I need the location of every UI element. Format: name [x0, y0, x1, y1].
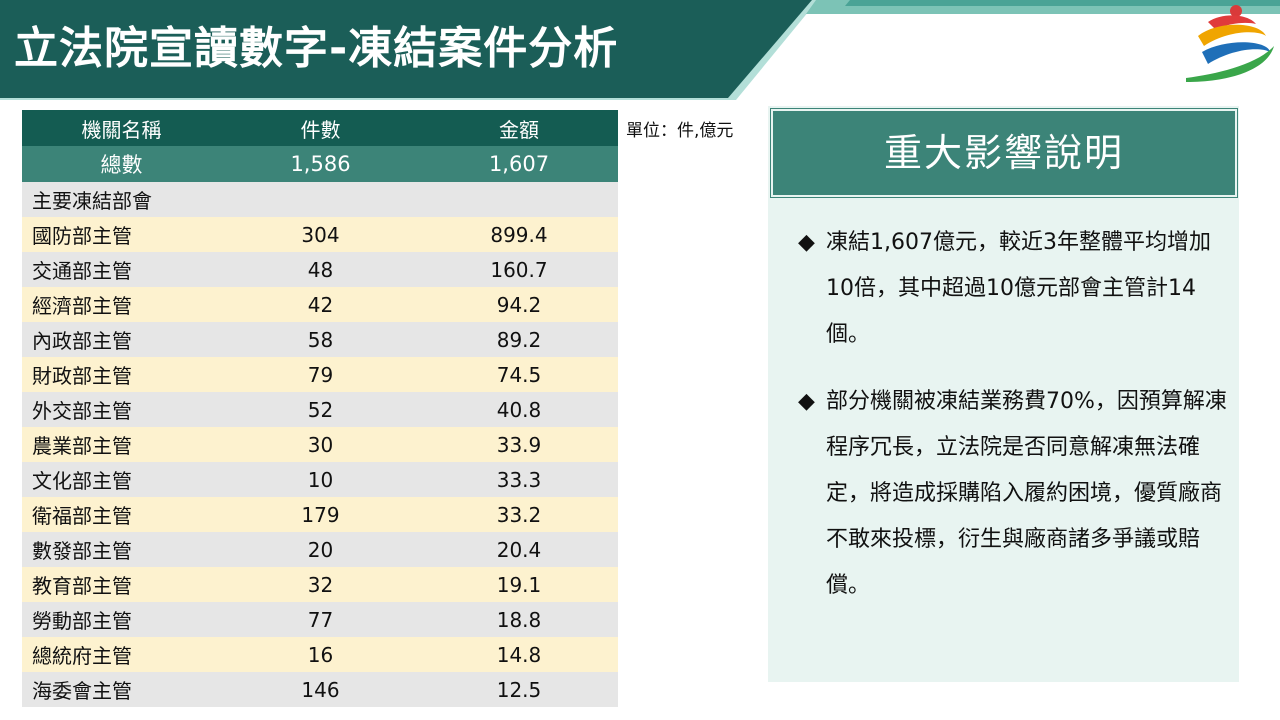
title-banner: 立法院宣讀數字-凍結案件分析	[0, 0, 1280, 100]
unit-label: 單位：件,億元	[626, 121, 734, 141]
impact-bullet-2: ◆ 部分機關被凍結業務費70%，因預算解凍程序冗長，立法院是否同意解凍無法確定，…	[798, 379, 1230, 609]
count-cell: 10	[221, 462, 420, 497]
amount-cell: 20.4	[420, 532, 618, 567]
table-row: 文化部主管 10 33.3	[22, 462, 618, 497]
banner-shape	[0, 0, 1280, 100]
total-label: 總數	[22, 146, 221, 182]
diamond-bullet-icon: ◆	[798, 389, 815, 414]
table-row: 海委會主管 146 12.5	[22, 672, 618, 707]
agency-cell: 衛福部主管	[22, 497, 221, 532]
amount-cell: 33.2	[420, 497, 618, 532]
agency-cell: 交通部主管	[22, 252, 221, 287]
agency-cell: 數發部主管	[22, 532, 221, 567]
amount-cell: 33.3	[420, 462, 618, 497]
table-row: 經濟部主管 42 94.2	[22, 287, 618, 322]
amount-cell: 899.4	[420, 217, 618, 252]
amount-cell: 74.5	[420, 357, 618, 392]
count-cell: 52	[221, 392, 420, 427]
frozen-cases-table: 機關名稱 件數 金額 總數 1,586 1,607 主要凍結部會 國防部主管 30…	[22, 110, 618, 707]
column-header-amount: 金額	[420, 110, 618, 146]
count-cell: 32	[221, 567, 420, 602]
amount-cell: 18.8	[420, 602, 618, 637]
agency-cell: 國防部主管	[22, 217, 221, 252]
amount-cell: 14.8	[420, 637, 618, 672]
agency-cell: 財政部主管	[22, 357, 221, 392]
agency-cell: 教育部主管	[22, 567, 221, 602]
table-row: 外交部主管 52 40.8	[22, 392, 618, 427]
amount-cell: 40.8	[420, 392, 618, 427]
table-row: 總統府主管 16 14.8	[22, 637, 618, 672]
table-row: 國防部主管 304 899.4	[22, 217, 618, 252]
table-row: 交通部主管 48 160.7	[22, 252, 618, 287]
agency-cell: 經濟部主管	[22, 287, 221, 322]
diamond-bullet-icon: ◆	[798, 230, 815, 255]
table-row: 數發部主管 20 20.4	[22, 532, 618, 567]
count-cell: 42	[221, 287, 420, 322]
impact-panel-title: 重大影響說明	[771, 109, 1237, 197]
count-cell: 77	[221, 602, 420, 637]
column-header-count: 件數	[221, 110, 420, 146]
amount-cell: 89.2	[420, 322, 618, 357]
column-header-agency: 機關名稱	[22, 110, 221, 146]
amount-cell: 12.5	[420, 672, 618, 707]
table-row: 農業部主管 30 33.9	[22, 427, 618, 462]
agency-cell: 勞動部主管	[22, 602, 221, 637]
page-title: 立法院宣讀數字-凍結案件分析	[14, 23, 619, 74]
agency-cell: 農業部主管	[22, 427, 221, 462]
count-cell: 20	[221, 532, 420, 567]
table-total-row: 總數 1,586 1,607	[22, 146, 618, 182]
table-row: 勞動部主管 77 18.8	[22, 602, 618, 637]
count-cell: 179	[221, 497, 420, 532]
agency-cell: 外交部主管	[22, 392, 221, 427]
count-cell: 48	[221, 252, 420, 287]
amount-cell: 19.1	[420, 567, 618, 602]
table-header-row: 機關名稱 件數 金額	[22, 110, 618, 146]
impact-panel	[768, 106, 1239, 682]
amount-cell: 33.9	[420, 427, 618, 462]
impact-bullet-1: ◆ 凍結1,607億元，較近3年整體平均增加10倍，其中超過10億元部會主管計1…	[798, 220, 1230, 358]
count-cell: 79	[221, 357, 420, 392]
agency-cell: 內政部主管	[22, 322, 221, 357]
table-row: 衛福部主管 179 33.2	[22, 497, 618, 532]
stylized-3-logo-icon	[1178, 2, 1278, 88]
amount-cell: 160.7	[420, 252, 618, 287]
section-label: 主要凍結部會	[22, 182, 618, 217]
impact-bullet-text: 凍結1,607億元，較近3年整體平均增加10倍，其中超過10億元部會主管計14個…	[826, 230, 1211, 347]
count-cell: 146	[221, 672, 420, 707]
table-section-row: 主要凍結部會	[22, 182, 618, 217]
count-cell: 304	[221, 217, 420, 252]
table-row: 內政部主管 58 89.2	[22, 322, 618, 357]
total-count: 1,586	[221, 146, 420, 182]
impact-bullet-text: 部分機關被凍結業務費70%，因預算解凍程序冗長，立法院是否同意解凍無法確定，將造…	[826, 389, 1227, 598]
count-cell: 16	[221, 637, 420, 672]
table-row: 教育部主管 32 19.1	[22, 567, 618, 602]
agency-cell: 海委會主管	[22, 672, 221, 707]
agency-cell: 文化部主管	[22, 462, 221, 497]
agency-cell: 總統府主管	[22, 637, 221, 672]
count-cell: 30	[221, 427, 420, 462]
amount-cell: 94.2	[420, 287, 618, 322]
total-amount: 1,607	[420, 146, 618, 182]
table-row: 財政部主管 79 74.5	[22, 357, 618, 392]
count-cell: 58	[221, 322, 420, 357]
